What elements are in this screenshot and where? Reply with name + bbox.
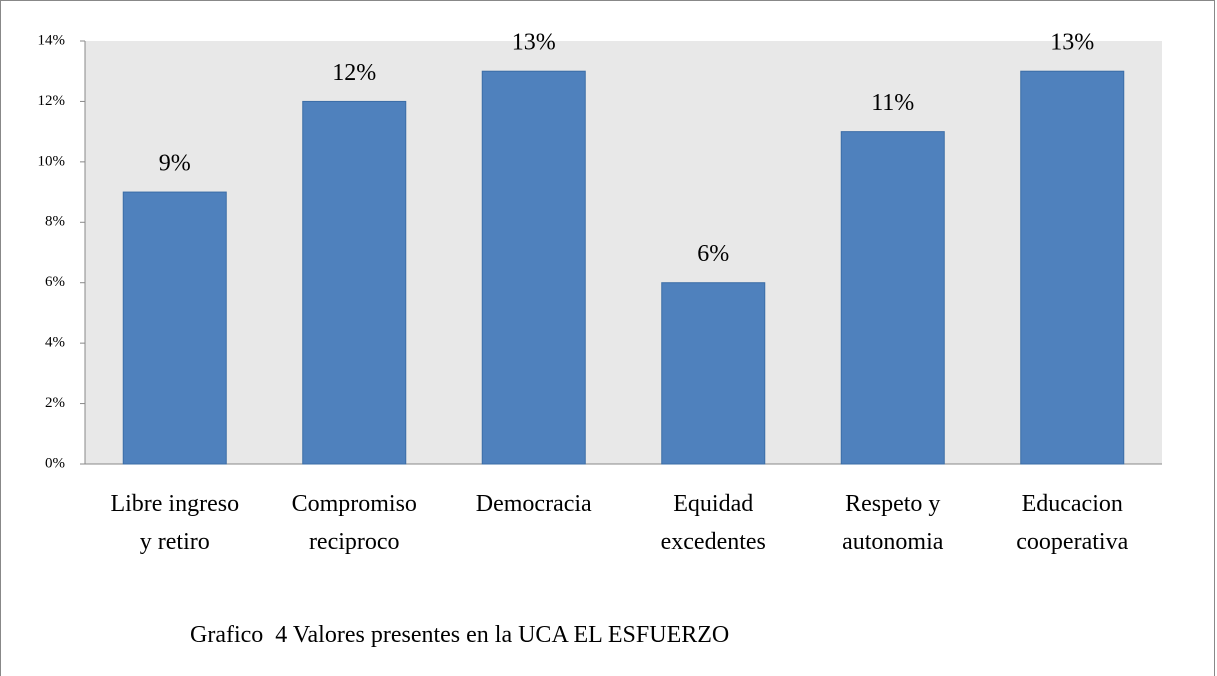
x-tick-label: Democracia [475, 491, 592, 517]
value-label: 13% [1050, 30, 1094, 56]
y-tick-label: 4% [45, 335, 65, 351]
value-label: 6% [697, 241, 729, 267]
bar [302, 100, 407, 465]
x-tick-label: Equidad excedentes [660, 491, 766, 555]
value-label: 12% [332, 60, 376, 86]
y-tick-label: 14% [38, 32, 66, 48]
y-tick-label: 10% [38, 153, 66, 169]
y-tick-label: 8% [45, 214, 65, 230]
x-tick-label: Respeto y autonomia [842, 491, 944, 555]
value-label: 9% [159, 151, 191, 177]
y-tick-label: 6% [45, 274, 65, 290]
y-tick-label: 2% [45, 395, 65, 411]
y-tick-label: 0% [45, 455, 65, 471]
value-label: 13% [512, 30, 556, 56]
chart-caption: Grafico 4 Valores presentes en la UCA EL… [190, 622, 730, 648]
y-tick-label: 12% [38, 93, 66, 109]
x-tick-label: Compromiso reciproco [291, 491, 417, 555]
bar [661, 282, 766, 465]
bar [122, 191, 227, 465]
bar [481, 70, 586, 465]
value-label: 11% [871, 90, 914, 116]
bar [840, 131, 945, 465]
bar [1020, 70, 1125, 465]
x-tick-label: Educacion cooperativa [1016, 491, 1129, 555]
x-tick-label: Libre ingreso y retiro [110, 491, 240, 555]
plot-area [85, 41, 1162, 464]
